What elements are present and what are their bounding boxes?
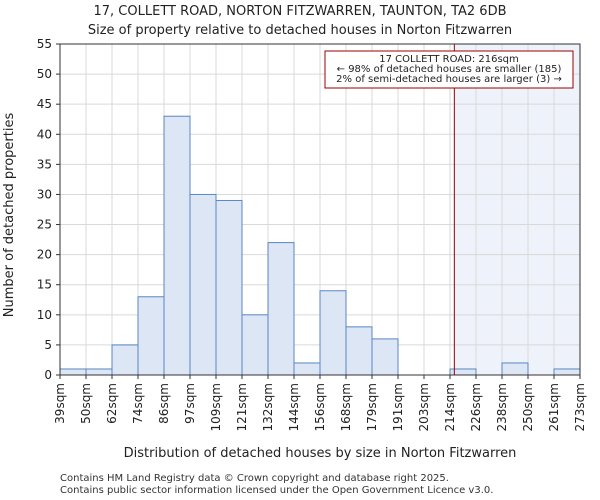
annotation-line-3: 2% of semi-detached houses are larger (3…	[336, 74, 562, 85]
xtick-label-168sqm: 168sqm	[339, 383, 353, 431]
bar-121sqm	[241, 314, 269, 376]
ytick-label-55: 55	[37, 37, 52, 51]
bars	[59, 115, 581, 376]
xtick-label-261sqm: 261sqm	[547, 383, 561, 431]
xtick-label-109sqm: 109sqm	[209, 383, 223, 431]
annotation-box: 17 COLLETT ROAD: 216sqm ← 98% of detache…	[324, 50, 574, 89]
annotation-line-1: 17 COLLETT ROAD: 216sqm	[379, 54, 519, 65]
ytick-label-35: 35	[37, 157, 52, 171]
xtick-label-62sqm: 62sqm	[105, 383, 119, 424]
chart: 17, COLLETT ROAD, NORTON FITZWARREN, TAU…	[2, 4, 587, 461]
bar-97sqm	[189, 193, 217, 376]
bar-62sqm	[111, 344, 139, 376]
ytick-label-50: 50	[37, 67, 52, 81]
xtick-label-203sqm: 203sqm	[417, 383, 431, 431]
xtick-label-238sqm: 238sqm	[495, 383, 509, 431]
y-ticks: 0 5 10 15 20 25 30 35 40 45 50 55	[37, 37, 60, 382]
xtick-label-121sqm: 121sqm	[235, 383, 249, 431]
footer-line-2: Contains public sector information licen…	[60, 485, 494, 496]
footer-line-1: Contains HM Land Registry data © Crown c…	[60, 473, 449, 484]
bar-238sqm	[501, 362, 529, 376]
xtick-label-273sqm: 273sqm	[573, 383, 587, 431]
xtick-label-214sqm: 214sqm	[443, 383, 457, 431]
bar-144sqm	[293, 362, 321, 376]
ytick-label-40: 40	[37, 127, 52, 141]
ytick-label-5: 5	[44, 338, 52, 352]
xtick-label-50sqm: 50sqm	[79, 383, 93, 424]
ytick-label-0: 0	[44, 368, 52, 382]
bar-156sqm	[319, 290, 347, 376]
bar-261sqm	[553, 368, 581, 376]
bar-109sqm	[215, 199, 243, 376]
chart-title: 17, COLLETT ROAD, NORTON FITZWARREN, TAU…	[94, 4, 507, 19]
highlight-region	[454, 44, 580, 375]
bar-179sqm	[371, 338, 399, 376]
ytick-label-30: 30	[37, 187, 52, 201]
xtick-label-74sqm: 74sqm	[131, 383, 145, 424]
ytick-label-20: 20	[37, 248, 52, 262]
chart-subtitle: Size of property relative to detached ho…	[88, 23, 512, 38]
xtick-label-226sqm: 226sqm	[469, 383, 483, 431]
xtick-label-144sqm: 144sqm	[287, 383, 301, 431]
y-axis-label: Number of detached properties	[2, 113, 17, 318]
xtick-label-156sqm: 156sqm	[313, 383, 327, 431]
ytick-label-10: 10	[37, 308, 52, 322]
ytick-label-25: 25	[37, 218, 52, 232]
highlight-area	[454, 44, 580, 375]
bar-168sqm	[345, 326, 373, 376]
x-axis-label: Distribution of detached houses by size …	[124, 446, 517, 461]
ytick-label-15: 15	[37, 278, 52, 292]
xtick-label-86sqm: 86sqm	[157, 383, 171, 424]
bar-39sqm	[59, 368, 87, 376]
bar-74sqm	[137, 296, 165, 376]
bar-132sqm	[267, 242, 295, 376]
xtick-label-39sqm: 39sqm	[53, 383, 67, 424]
xtick-label-250sqm: 250sqm	[521, 383, 535, 431]
xtick-label-179sqm: 179sqm	[365, 383, 379, 431]
x-ticks: 39sqm 50sqm 62sqm 74sqm 86sqm 97sqm 109sqm 121s…	[53, 375, 587, 431]
xtick-label-132sqm: 132sqm	[261, 383, 275, 431]
bar-50sqm	[85, 368, 113, 376]
xtick-label-97sqm: 97sqm	[183, 383, 197, 424]
xtick-label-191sqm: 191sqm	[391, 383, 405, 431]
bar-86sqm	[163, 115, 191, 376]
annotation-line-2: ← 98% of detached houses are smaller (18…	[337, 64, 562, 75]
annotation-rect	[324, 50, 574, 89]
ytick-label-45: 45	[37, 97, 52, 111]
